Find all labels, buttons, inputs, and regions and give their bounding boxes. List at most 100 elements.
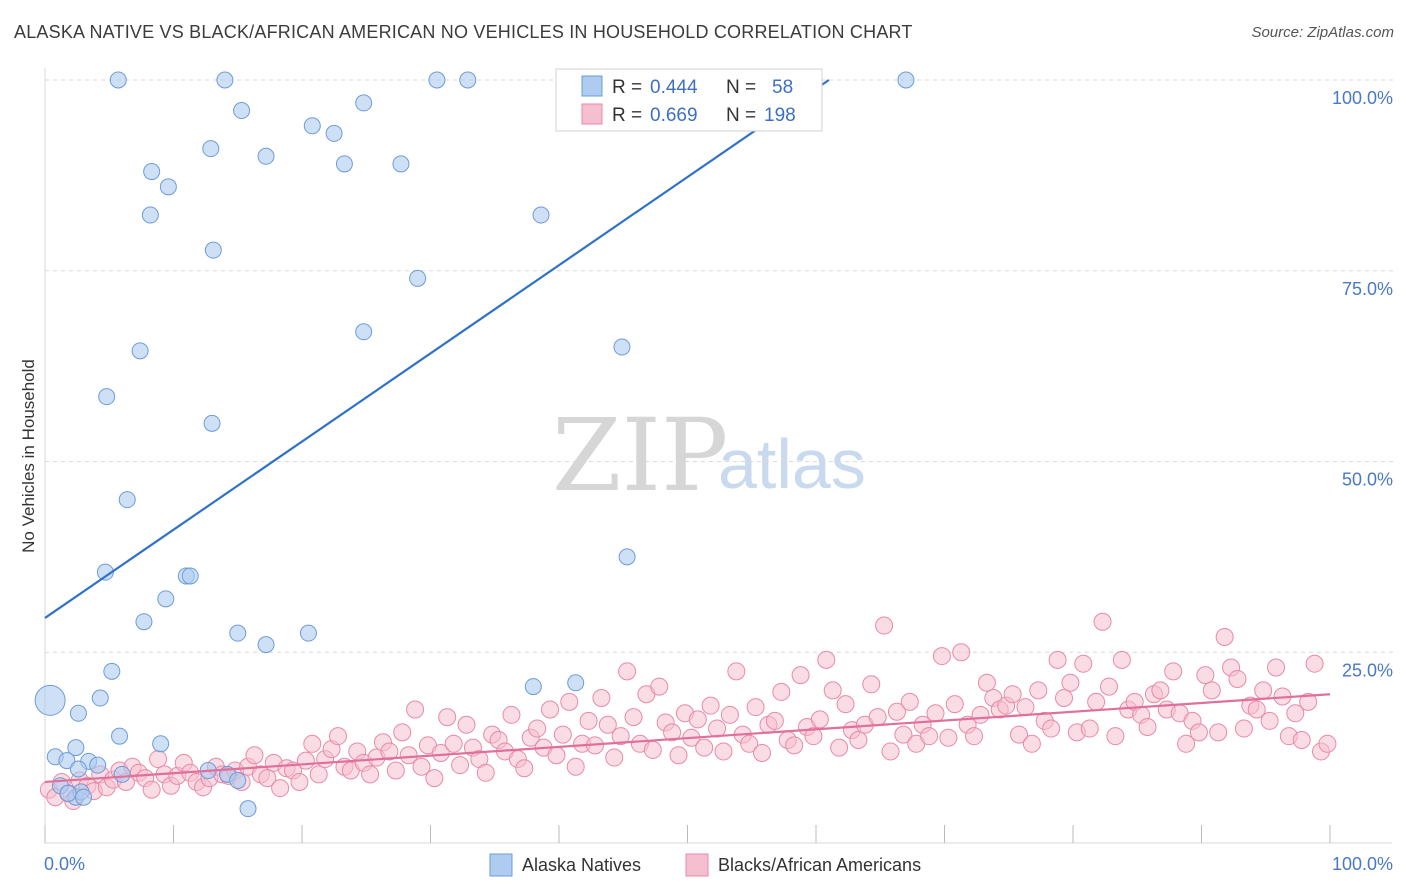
point-alaska-3 (459, 71, 477, 89)
point-alaska-19 (131, 342, 149, 360)
point-black-173 (1151, 681, 1170, 700)
point-black-64 (451, 756, 470, 775)
x-tick-label-1: 100.0% (1332, 854, 1393, 874)
point-alaska-8 (325, 124, 343, 142)
point-alaska-31 (229, 624, 247, 642)
point-alaska-29 (157, 590, 175, 608)
trend-line-blacks-african-americans (44, 693, 1331, 784)
point-alaska-23 (203, 414, 221, 432)
point-alaska-46 (89, 756, 107, 774)
point-black-140 (939, 728, 958, 747)
point-black-53 (380, 742, 399, 761)
point-black-158 (1055, 689, 1074, 708)
point-black-116 (785, 736, 804, 755)
point-alaska-56 (239, 800, 257, 818)
point-black-180 (1196, 666, 1215, 685)
point-black-167 (1112, 650, 1131, 669)
point-black-89 (611, 727, 630, 746)
legend-n-label-2: N = (726, 105, 756, 126)
y-tick-label-0: 100.0% (1332, 88, 1393, 108)
point-black-98 (669, 746, 688, 765)
point-black-194 (1286, 704, 1305, 723)
point-alaska-18 (409, 269, 427, 287)
x-tick-labels: 0.0% 100.0% (44, 854, 1393, 874)
point-black-80 (553, 725, 572, 744)
point-black-101 (688, 710, 707, 729)
point-alaska-9 (202, 140, 220, 158)
point-black-133 (894, 725, 913, 744)
point-black-62 (438, 708, 457, 727)
point-black-150 (1003, 685, 1022, 704)
point-black-82 (566, 757, 585, 776)
point-black-179 (1189, 723, 1208, 742)
point-alaska-49 (113, 765, 131, 783)
point-black-86 (592, 689, 611, 708)
legend-r-value-1: 0.444 (650, 77, 698, 98)
point-black-161 (1074, 654, 1093, 673)
point-black-191 (1267, 658, 1286, 677)
legend: R = 0.444 N = 58 R = 0.669 N = 198 (555, 68, 823, 132)
point-black-103 (701, 696, 720, 715)
point-black-120 (810, 710, 829, 729)
point-alaska-37 (91, 689, 109, 707)
point-alaska-38 (34, 684, 66, 716)
bottom-legend-swatch-blacks-african-americans (685, 853, 709, 877)
legend-r-label-2: R = (612, 105, 642, 126)
point-alaska-41 (152, 735, 170, 753)
point-black-166 (1106, 727, 1125, 746)
series-blacks-african-americans (39, 612, 1337, 811)
point-black-106 (720, 705, 739, 724)
bottom-legend-swatch-alaska-natives (489, 853, 513, 877)
point-black-91 (624, 708, 643, 727)
bottom-legend-label-blacks-african-americans: Blacks/African Americans (718, 855, 921, 875)
point-alaska-39 (69, 704, 87, 722)
watermark-atlas: atlas (718, 425, 866, 503)
x-tick-label-0: 0.0% (44, 854, 85, 874)
point-black-41 (303, 734, 322, 753)
point-black-45 (328, 727, 347, 746)
bottom-legend-label-alaska-natives: Alaska Natives (522, 855, 641, 875)
point-black-65 (457, 715, 476, 734)
point-black-129 (868, 708, 887, 727)
point-alaska-24 (118, 491, 136, 509)
point-black-57 (406, 700, 425, 719)
chart-title: ALASKA NATIVE VS BLACK/AFRICAN AMERICAN … (14, 22, 913, 42)
point-black-39 (290, 772, 309, 791)
point-black-182 (1209, 723, 1228, 742)
point-black-61 (431, 743, 450, 762)
point-black-134 (900, 692, 919, 711)
point-alaska-0 (109, 71, 127, 89)
watermark-zip: ZIP (552, 397, 728, 514)
point-alaska-6 (355, 94, 373, 112)
legend-r-label-1: R = (612, 77, 642, 98)
point-black-132 (887, 702, 906, 721)
point-black-104 (708, 719, 727, 738)
point-alaska-14 (159, 178, 177, 196)
point-black-60 (425, 769, 444, 788)
point-black-177 (1177, 734, 1196, 753)
point-black-76 (528, 719, 547, 738)
point-black-88 (605, 748, 624, 767)
point-black-68 (476, 763, 495, 782)
chart-source: Source: ZipAtlas.com (1251, 24, 1394, 41)
point-black-102 (695, 738, 714, 757)
trend-lines (44, 79, 1331, 784)
point-alaska-30 (135, 613, 153, 631)
point-black-188 (1247, 700, 1266, 719)
legend-swatch-alaska-natives (581, 75, 603, 97)
point-black-84 (579, 711, 598, 730)
point-black-114 (772, 682, 791, 701)
point-alaska-32 (299, 624, 317, 642)
y-axis-title: No Vehicles in Household (19, 359, 38, 553)
point-alaska-4 (897, 71, 915, 89)
point-black-17 (149, 750, 168, 769)
point-black-110 (746, 698, 765, 717)
point-black-131 (881, 742, 900, 761)
point-black-171 (1138, 718, 1157, 737)
point-alaska-55 (59, 784, 77, 802)
point-black-87 (598, 715, 617, 734)
point-black-181 (1202, 681, 1221, 700)
point-black-121 (817, 650, 836, 669)
point-black-72 (502, 705, 521, 724)
